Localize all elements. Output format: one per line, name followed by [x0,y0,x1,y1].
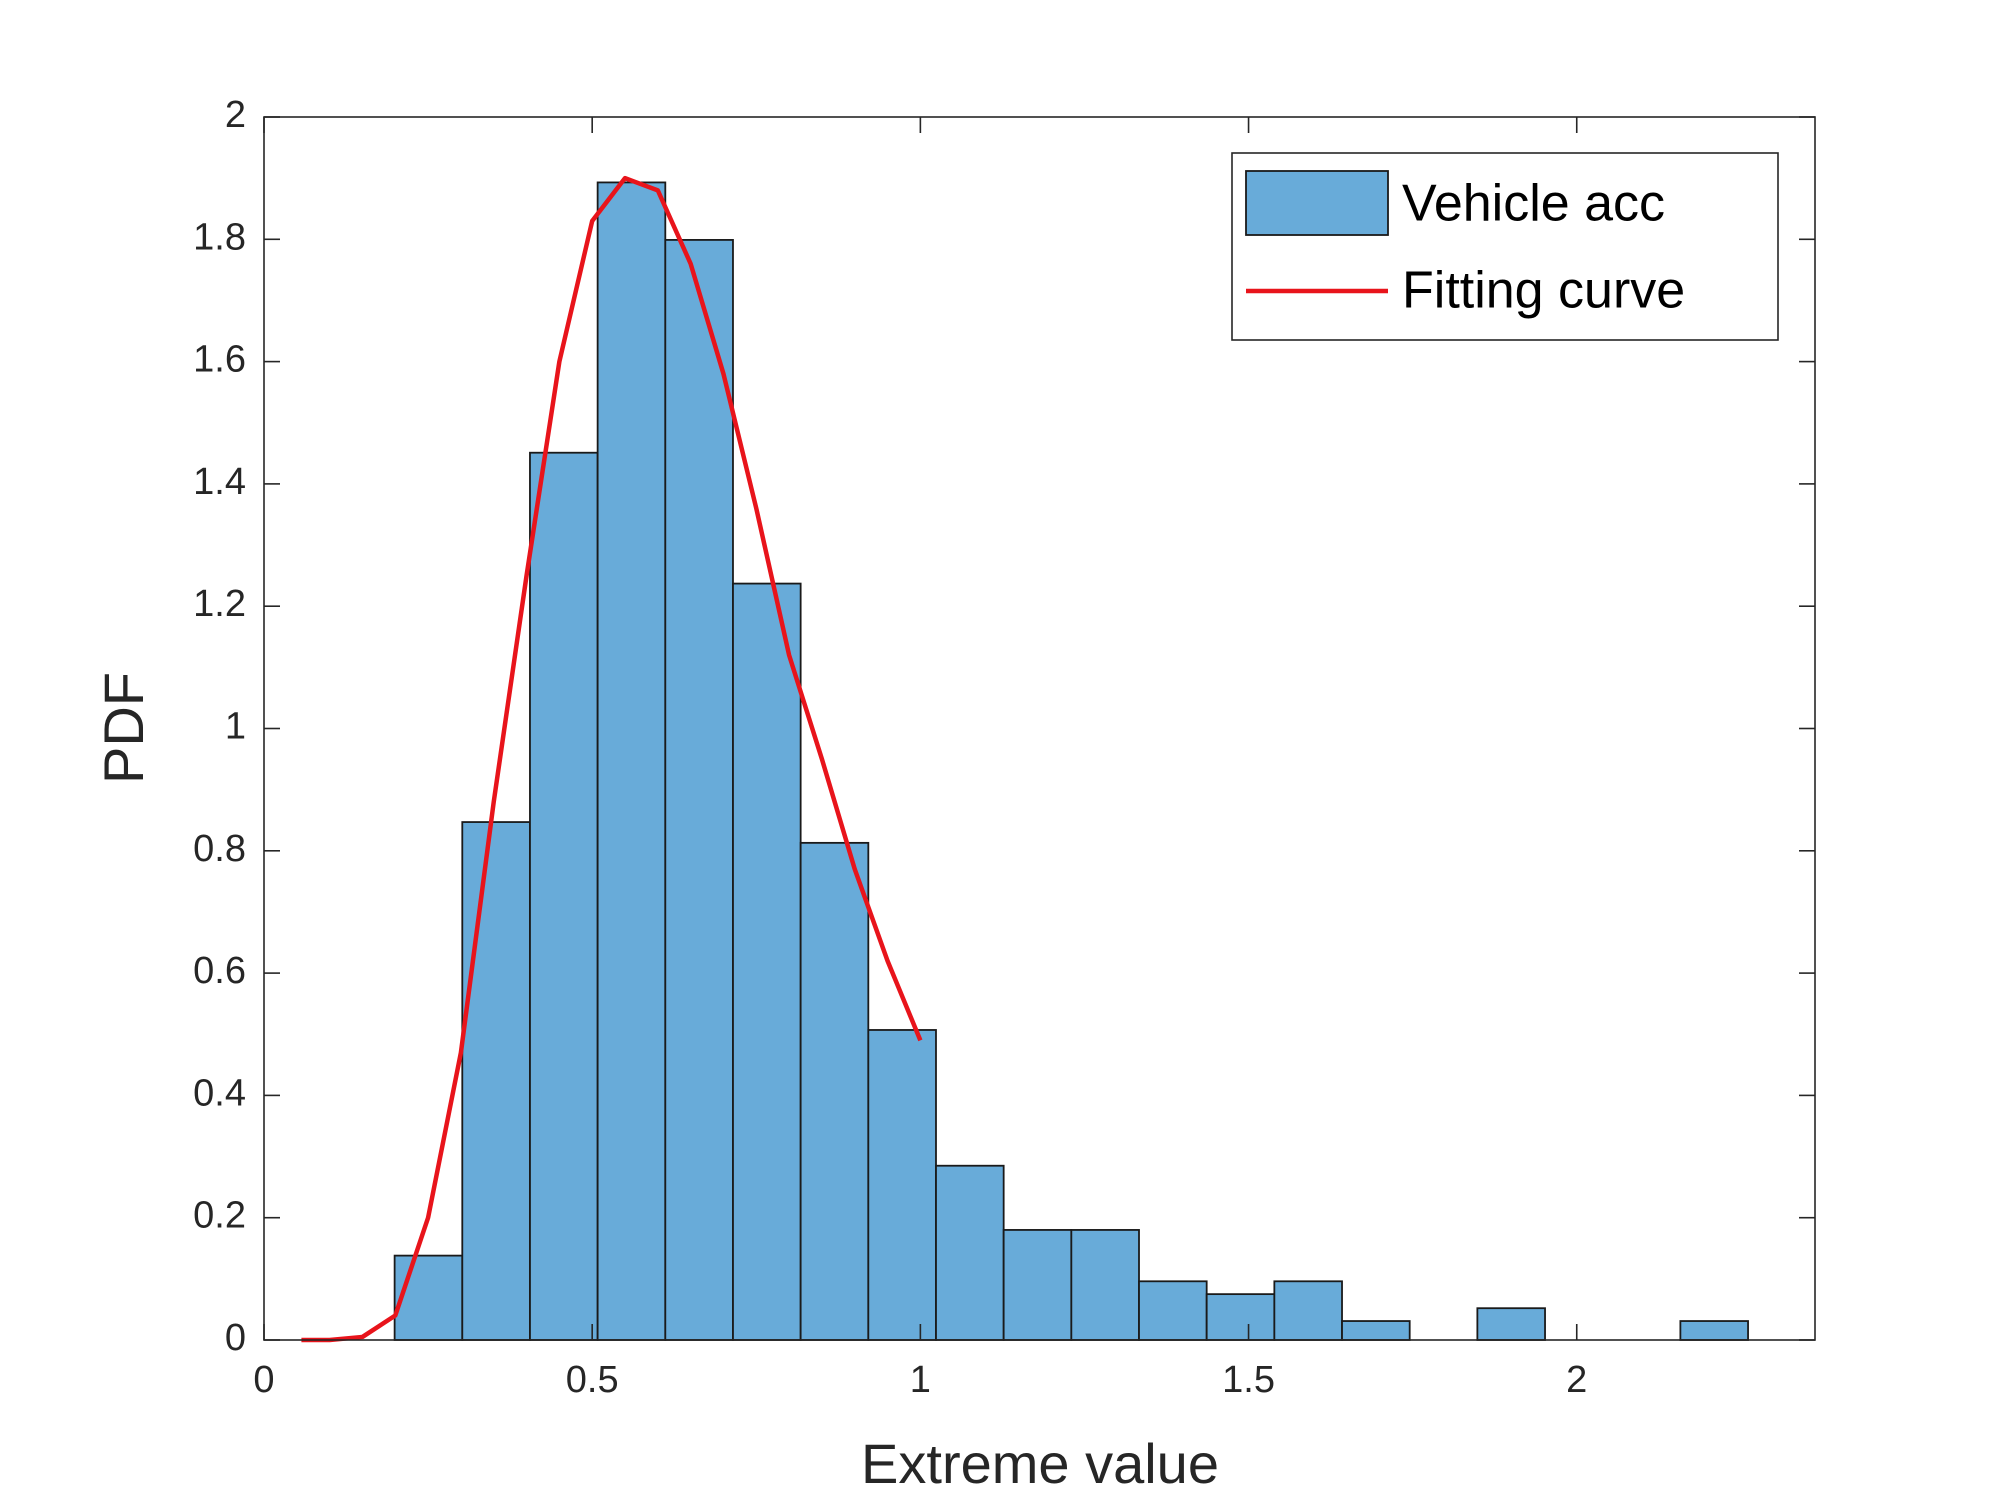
legend-label: Vehicle acc [1402,175,1665,233]
fit-curve [301,175,923,1343]
x-tick-label: 1 [910,1359,931,1401]
x-tick-label: 2 [1566,1359,1587,1401]
y-tick-label: 0.8 [193,828,246,870]
y-tick-label: 0.2 [193,1195,246,1237]
bar [799,841,870,1341]
bar [935,1164,1005,1341]
bar [1679,1320,1749,1341]
bar [664,239,734,1341]
bar [529,451,599,1341]
y-axis-label: PDF [92,672,155,784]
y-tick-label: 1.6 [193,339,246,381]
x-tick-label: 0 [253,1359,274,1401]
y-tick-label: 0.4 [193,1072,246,1114]
y-tick-label: 1 [225,706,246,748]
bar [1002,1229,1073,1341]
bar [1476,1307,1546,1341]
x-tick-label: 0.5 [566,1359,619,1401]
y-tick-label: 0.6 [193,950,246,992]
bar [596,181,667,1341]
y-tick-label: 1.2 [193,583,246,625]
y-tick-label: 1.4 [193,461,246,503]
x-tick-label: 1.5 [1222,1359,1275,1401]
bar [867,1029,937,1341]
y-tick-label: 2 [225,94,246,136]
bar [393,1254,464,1341]
x-axis-label: Extreme value [861,1432,1219,1495]
y-tick-label: 0 [225,1317,246,1359]
bar [1070,1229,1140,1341]
bar [1138,1280,1208,1341]
y-tick-label: 1.8 [193,216,246,258]
legend-label: Fitting curve [1402,262,1685,320]
bar [461,821,531,1341]
bar [1205,1293,1276,1341]
legend-swatch [1245,170,1389,236]
bar [1273,1280,1343,1341]
bar [1341,1320,1411,1341]
bar [732,582,802,1341]
